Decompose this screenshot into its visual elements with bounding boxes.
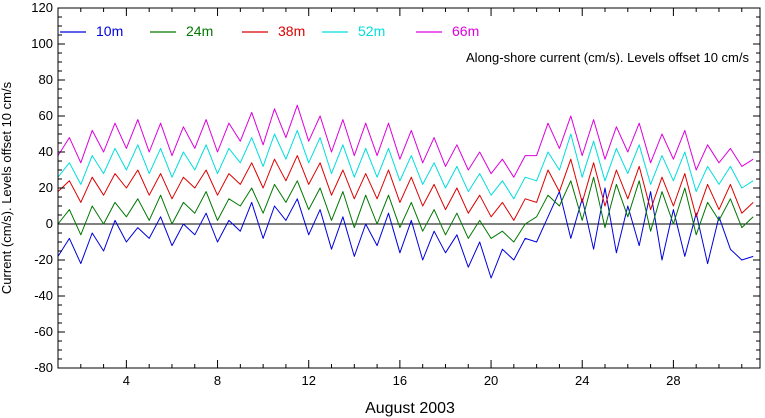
y-axis-title: Current (cm/s). Levels offset 10 cm/s bbox=[0, 81, 14, 294]
axes-layer: -80 -60 -40 -20 0 20 40 60 80 100 120 4 8 12 16 20 24 28 bbox=[31, 0, 761, 388]
plot-area bbox=[58, 8, 760, 368]
x-tick-label: 12 bbox=[301, 373, 315, 388]
y-tick-label: 100 bbox=[31, 36, 53, 51]
series-line-10m bbox=[57, 187, 754, 279]
series-layer bbox=[57, 104, 754, 279]
x-axis-title: August 2003 bbox=[365, 400, 455, 417]
plot-background bbox=[58, 8, 760, 368]
x-tick-label: 4 bbox=[123, 373, 130, 388]
legend: 10m 24m 38m 52m 66m bbox=[60, 23, 479, 39]
y-tick-label: -40 bbox=[34, 288, 53, 303]
x-tick-label: 24 bbox=[575, 373, 589, 388]
y-tick-label: 80 bbox=[39, 72, 53, 87]
x-tick-label: 28 bbox=[666, 373, 680, 388]
legend-label-38m: 38m bbox=[278, 23, 305, 39]
x-tick-label: 8 bbox=[214, 373, 221, 388]
y-tick-label: 120 bbox=[31, 0, 53, 15]
y-tick-label: 20 bbox=[39, 180, 53, 195]
y-tick-label: -20 bbox=[34, 252, 53, 267]
x-tick-label: 20 bbox=[484, 373, 498, 388]
legend-label-66m: 66m bbox=[452, 23, 479, 39]
y-tick-label: 60 bbox=[39, 108, 53, 123]
series-line-66m bbox=[57, 104, 754, 178]
chart-annotation: Along-shore current (cm/s). Levels offse… bbox=[466, 50, 749, 65]
series-line-38m bbox=[57, 155, 754, 221]
series-line-24m bbox=[57, 176, 754, 243]
y-tick-label: -80 bbox=[34, 360, 53, 375]
y-tick-label: -60 bbox=[34, 324, 53, 339]
legend-label-10m: 10m bbox=[96, 23, 123, 39]
y-tick-label: 40 bbox=[39, 144, 53, 159]
y-tick-label: 0 bbox=[46, 216, 53, 231]
series-line-52m bbox=[57, 129, 754, 200]
legend-label-52m: 52m bbox=[358, 23, 385, 39]
legend-label-24m: 24m bbox=[186, 23, 213, 39]
x-tick-label: 16 bbox=[393, 373, 407, 388]
